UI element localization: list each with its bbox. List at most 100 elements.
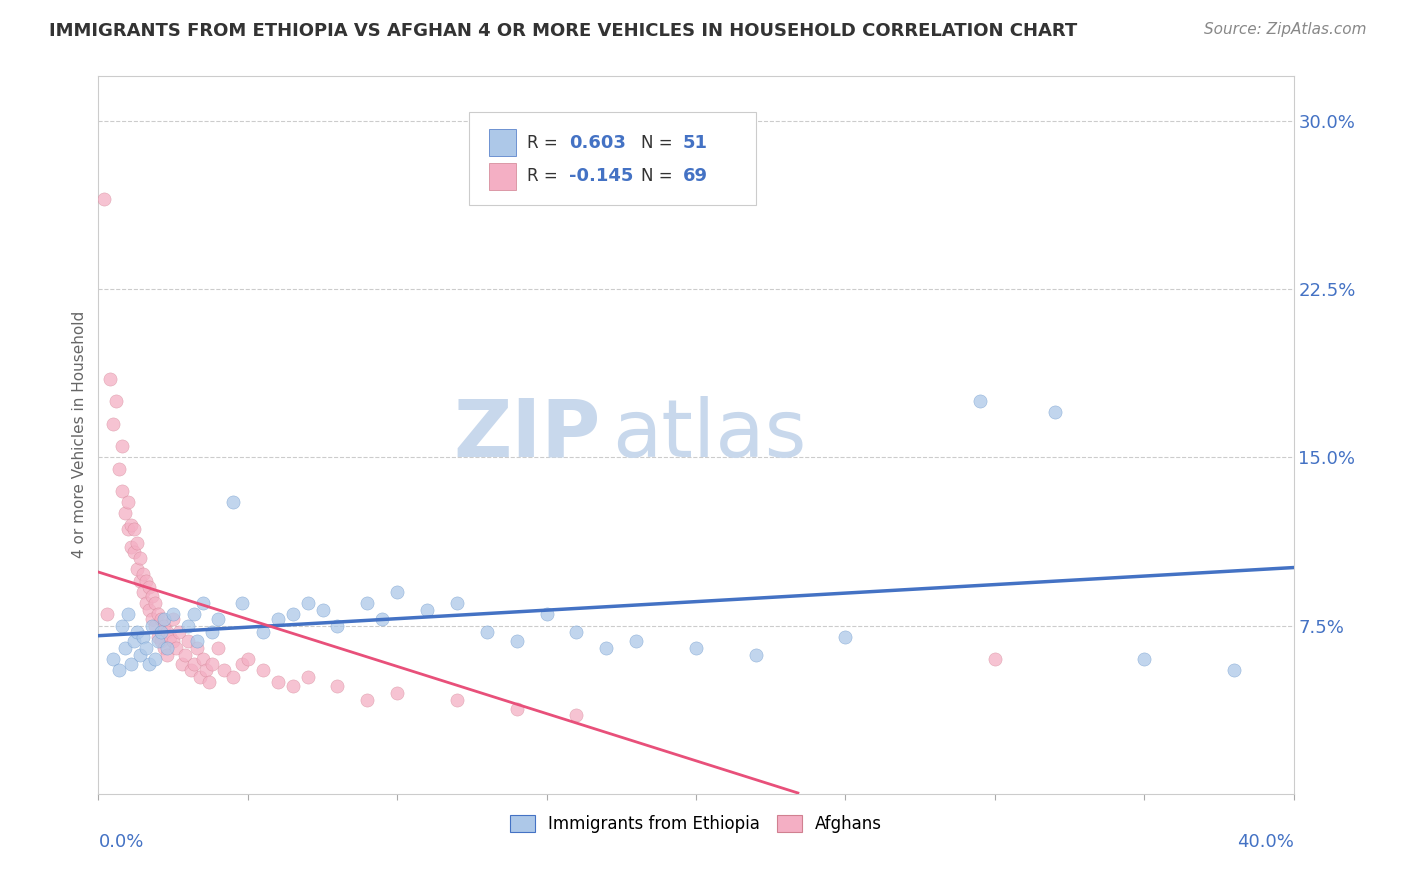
Point [252,664,274,678]
Text: ZIP: ZIP [453,396,600,474]
Point [143,652,166,666]
Point [124,544,146,558]
Point [281,679,304,693]
Point [385,686,409,700]
Text: atlas: atlas [613,396,807,474]
Point [162,612,184,626]
Point [141,590,163,604]
Bar [489,129,516,156]
Point [127,535,149,549]
Point [132,585,155,599]
Point [150,612,173,626]
Point [1043,405,1066,419]
Point [183,607,205,622]
Text: N =: N = [641,168,678,186]
Point [180,664,202,678]
Point [222,670,245,684]
Point [446,692,468,706]
Point [595,640,617,655]
Point [127,625,149,640]
Point [135,640,157,655]
Point [745,648,768,662]
Point [93,192,115,206]
Point [475,625,498,640]
Point [416,603,439,617]
Point [159,630,181,644]
Point [446,596,468,610]
Point [129,551,152,566]
Point [201,657,224,671]
Point [267,612,290,626]
Point [174,648,197,662]
Point [186,640,208,655]
Point [143,596,166,610]
Point [207,612,229,626]
Point [162,634,184,648]
Point [297,596,319,610]
Point [326,679,349,693]
Point [114,640,136,655]
Point [156,625,179,640]
Point [141,612,163,626]
Text: -0.145: -0.145 [569,168,634,186]
Point [186,634,208,648]
Point [685,640,707,655]
Point [536,607,558,622]
Point [156,648,179,662]
Point [267,674,290,689]
Point [103,652,125,666]
Text: R =: R = [527,134,564,152]
Point [117,522,139,536]
Point [105,394,128,409]
Point [148,634,170,648]
Point [212,664,235,678]
Point [506,701,529,715]
Point [132,566,155,581]
Text: 0.603: 0.603 [569,134,626,152]
Point [834,630,856,644]
Point [148,607,170,622]
Point [108,664,131,678]
Point [150,625,173,640]
Point [201,625,224,640]
Point [111,618,134,632]
Point [188,670,211,684]
Point [132,630,155,644]
Point [222,495,245,509]
Point [120,657,142,671]
Point [231,657,253,671]
Point [138,603,160,617]
Point [103,417,125,431]
Point [143,618,166,632]
Point [135,574,157,588]
Point [111,439,134,453]
Y-axis label: 4 or more Vehicles in Household: 4 or more Vehicles in Household [72,311,87,558]
Text: N =: N = [641,134,678,152]
Point [252,625,274,640]
Point [172,657,194,671]
Text: 40.0%: 40.0% [1237,833,1294,851]
Point [371,612,394,626]
Point [1133,652,1156,666]
Bar [489,162,516,190]
Point [138,581,160,595]
Point [124,634,146,648]
Point [153,640,176,655]
Point [165,640,187,655]
Point [177,618,200,632]
Point [117,607,139,622]
Point [281,607,304,622]
Point [129,574,152,588]
Point [153,612,176,626]
Point [311,603,333,617]
Point [148,630,170,644]
Point [111,483,134,498]
Point [153,618,176,632]
Text: IMMIGRANTS FROM ETHIOPIA VS AFGHAN 4 OR MORE VEHICLES IN HOUSEHOLD CORRELATION C: IMMIGRANTS FROM ETHIOPIA VS AFGHAN 4 OR … [49,22,1077,40]
Point [191,596,214,610]
Point [156,640,179,655]
Point [177,634,200,648]
Point [127,562,149,576]
Text: 69: 69 [683,168,707,186]
Text: Source: ZipAtlas.com: Source: ZipAtlas.com [1204,22,1367,37]
